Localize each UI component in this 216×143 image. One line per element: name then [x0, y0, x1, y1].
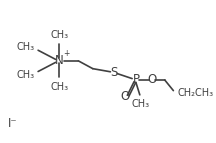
Text: CH₃: CH₃	[16, 42, 34, 52]
Text: CH₃: CH₃	[50, 82, 68, 92]
Text: S: S	[110, 66, 118, 79]
Text: O: O	[120, 91, 130, 104]
Text: CH₃: CH₃	[16, 70, 34, 80]
Text: CH₃: CH₃	[131, 99, 149, 109]
Text: CH₃: CH₃	[50, 30, 68, 40]
Text: I⁻: I⁻	[7, 117, 17, 130]
Text: P: P	[132, 74, 140, 87]
Text: N: N	[55, 54, 64, 67]
Text: +: +	[64, 49, 70, 58]
Text: O: O	[148, 74, 157, 87]
Text: CH₂CH₃: CH₂CH₃	[177, 89, 213, 98]
